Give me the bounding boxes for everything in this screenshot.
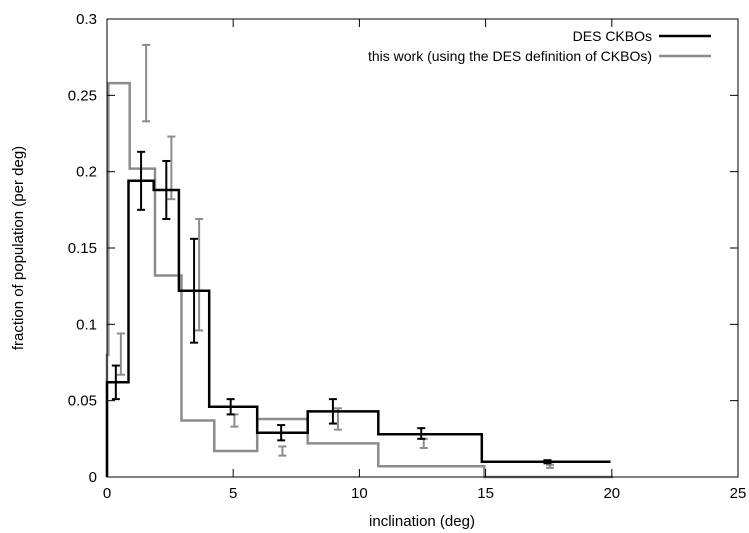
- plot-frame: [106, 18, 739, 478]
- x-tick-label: 25: [730, 485, 747, 502]
- legend-label-this-work: this work (using the DES definition of C…: [368, 48, 652, 64]
- histogram-step-line-0: [105, 179, 611, 477]
- y-tick-label: 0.2: [76, 164, 97, 181]
- histogram-step-line-1: [105, 81, 614, 479]
- y-tick-label: 0: [89, 469, 97, 486]
- x-tick-label: 15: [477, 485, 494, 502]
- legend: DES CKBOs this work (using the DES defin…: [368, 28, 711, 64]
- x-tick-label: 10: [351, 485, 368, 502]
- y-tick-label: 0.3: [76, 11, 97, 28]
- x-tick-label: 0: [103, 485, 111, 502]
- chart-marks: [105, 43, 614, 479]
- legend-label-des-ckbos: DES CKBOs: [573, 28, 652, 44]
- x-tick-label: 20: [603, 485, 620, 502]
- y-tick-label: 0.1: [76, 316, 97, 333]
- y-tick-label: 0.05: [68, 393, 97, 410]
- x-axis-label: inclination (deg): [369, 513, 475, 530]
- y-tick-label: 0.15: [68, 240, 97, 257]
- y-axis-label: fraction of population (per deg): [10, 146, 27, 350]
- y-tick-label: 0.25: [68, 87, 97, 104]
- axis-ticks: 0 5 10 15 20 25 0 0.05 0.1 0.15 0.2 0.25 0.3: [68, 11, 747, 502]
- x-tick-label: 5: [229, 485, 237, 502]
